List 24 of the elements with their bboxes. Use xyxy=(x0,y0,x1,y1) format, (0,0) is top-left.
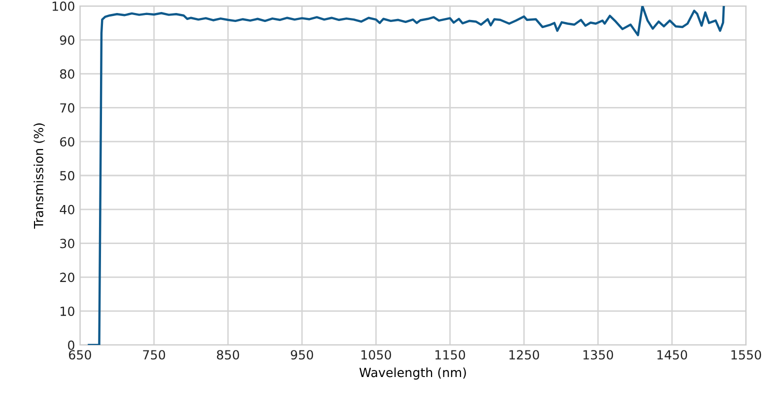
y-tick-label: 0 xyxy=(68,340,74,350)
x-tick-label: 1150 xyxy=(435,350,466,360)
y-tick-label: 80 xyxy=(60,69,74,79)
y-tick-label: 20 xyxy=(60,272,74,282)
x-tick-label: 1350 xyxy=(583,350,614,360)
x-tick-label: 1250 xyxy=(509,350,540,360)
y-tick-label: 50 xyxy=(60,170,74,180)
y-axis-title: Transmission (%) xyxy=(34,123,45,229)
x-tick-label: 850 xyxy=(216,350,240,360)
line-series xyxy=(88,6,725,345)
y-tick-label: 10 xyxy=(60,306,74,316)
y-tick-label: 90 xyxy=(60,35,74,45)
y-tick-label: 60 xyxy=(60,137,74,147)
y-tick-label: 30 xyxy=(60,238,74,248)
y-tick-label: 40 xyxy=(60,204,74,214)
x-tick-label: 950 xyxy=(290,350,314,360)
x-tick-label: 1450 xyxy=(657,350,688,360)
y-tick-label: 100 xyxy=(52,1,74,11)
x-tick-label: 1050 xyxy=(361,350,392,360)
x-tick-label: 750 xyxy=(143,350,166,360)
x-tick-label: 650 xyxy=(68,350,92,360)
x-axis-title: Wavelength (nm) xyxy=(359,368,466,380)
x-tick-label: 1550 xyxy=(731,350,762,360)
y-tick-label: 70 xyxy=(60,103,74,113)
